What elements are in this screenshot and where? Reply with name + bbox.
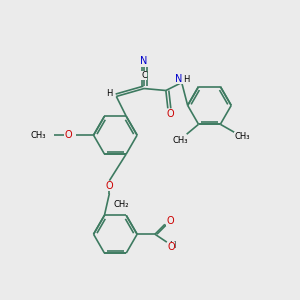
Text: CH₃: CH₃ xyxy=(234,132,250,141)
Text: O: O xyxy=(166,216,174,226)
Text: H: H xyxy=(106,89,112,98)
Text: O: O xyxy=(64,130,72,140)
Text: H: H xyxy=(184,75,190,84)
Text: CH₃: CH₃ xyxy=(31,130,46,140)
Text: O: O xyxy=(166,109,174,119)
Text: O: O xyxy=(168,242,176,252)
Text: CH₂: CH₂ xyxy=(114,200,129,209)
Text: O: O xyxy=(106,181,113,190)
Text: N: N xyxy=(140,56,148,66)
Text: CH₃: CH₃ xyxy=(173,136,188,145)
Text: N: N xyxy=(175,74,183,84)
Text: H: H xyxy=(169,241,176,250)
Text: C: C xyxy=(141,71,147,80)
